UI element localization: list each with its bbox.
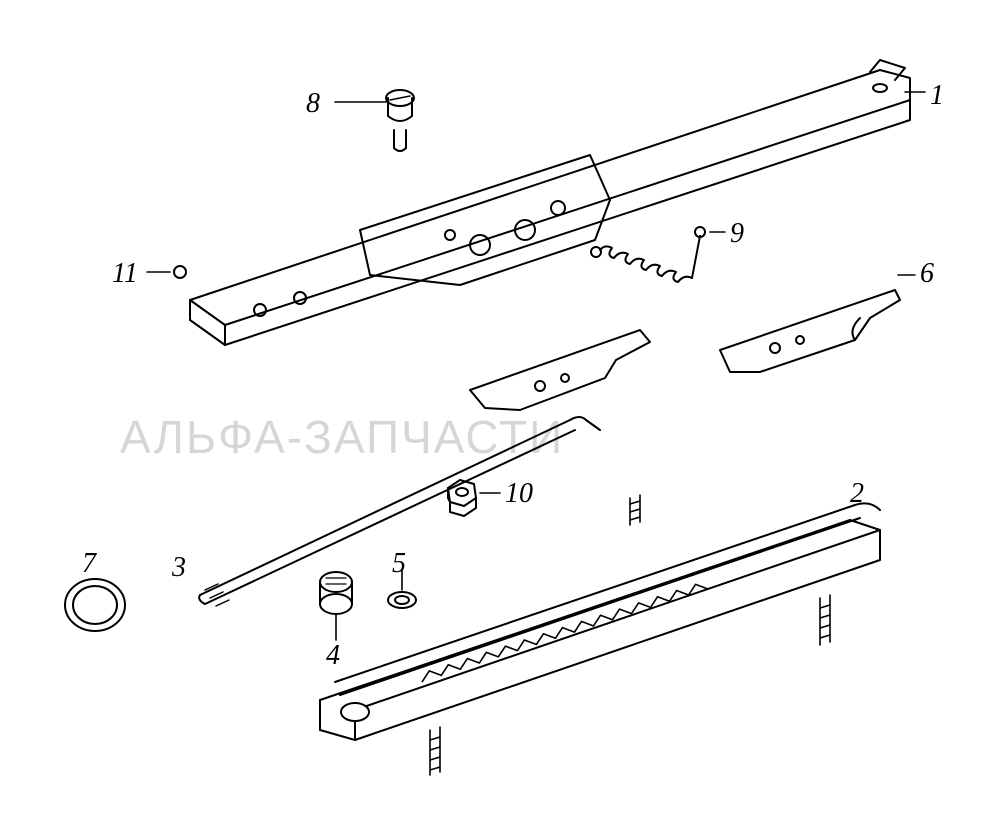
part-10-nut [448,480,476,516]
part-6-lever-plate-right [720,290,900,372]
callout-8: 8 [306,88,320,120]
part-2-lower-rail [320,495,880,775]
callout-4: 4 [326,640,340,672]
part-5-washer [388,592,416,608]
callout-1: 1 [930,80,944,112]
part-1-upper-rail [174,60,910,345]
part-8-screw [386,90,414,151]
callout-11: 11 [112,258,138,290]
callout-7: 7 [82,548,96,580]
part-4-plug [320,572,352,614]
callout-9: 9 [730,218,744,250]
callout-2: 2 [850,478,864,510]
callout-5: 5 [392,548,406,580]
diagram-canvas: АЛЬФА-ЗАПЧАСТИ 1 8 11 9 6 10 2 7 3 4 5 [0,0,1000,838]
center-lever-plate [470,330,650,410]
part-7-knob [65,579,125,631]
watermark-text: АЛЬФА-ЗАПЧАСТИ [120,410,564,464]
part-9-spring [591,227,705,282]
callout-6: 6 [920,258,934,290]
callout-3: 3 [172,552,186,584]
callout-10: 10 [505,478,533,510]
